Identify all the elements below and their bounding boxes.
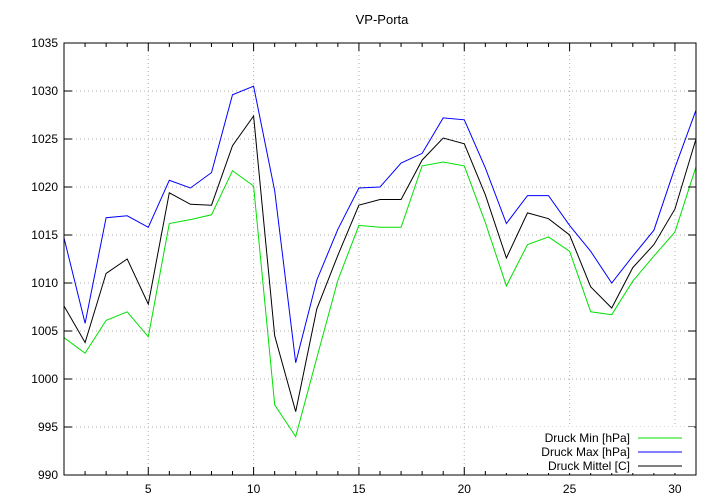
legend-label: Druck Mittel [C] — [548, 459, 630, 473]
series-line-1 — [63, 85, 697, 363]
y-tick-label: 1005 — [31, 324, 58, 338]
y-tick-label: 1020 — [31, 180, 58, 194]
x-tick-label: 10 — [247, 482, 261, 496]
y-tick-label: 1030 — [31, 84, 58, 98]
x-tick-label: 25 — [563, 482, 577, 496]
legend-background — [494, 427, 694, 473]
x-tick-label: 5 — [145, 482, 152, 496]
y-tick-label: 995 — [38, 420, 58, 434]
y-tick-label: 1010 — [31, 276, 58, 290]
x-tick-label: 20 — [458, 482, 472, 496]
chart-title: VP-Porta — [356, 12, 410, 27]
series-line-2 — [63, 114, 697, 412]
series-group — [63, 85, 697, 438]
y-tick-label: 1015 — [31, 228, 58, 242]
y-tick-label: 1025 — [31, 132, 58, 146]
series-line-0 — [63, 161, 697, 438]
x-tick-label: 15 — [352, 482, 366, 496]
x-tick-label: 30 — [668, 482, 682, 496]
legend: Druck Min [hPa]Druck Max [hPa]Druck Mitt… — [494, 427, 694, 473]
legend-label: Druck Min [hPa] — [545, 431, 630, 445]
y-tick-label: 990 — [38, 468, 58, 482]
grid — [64, 43, 696, 475]
legend-label: Druck Max [hPa] — [541, 445, 630, 459]
y-tick-label: 1035 — [31, 36, 58, 50]
y-tick-label: 1000 — [31, 372, 58, 386]
plot-frame — [63, 42, 697, 476]
